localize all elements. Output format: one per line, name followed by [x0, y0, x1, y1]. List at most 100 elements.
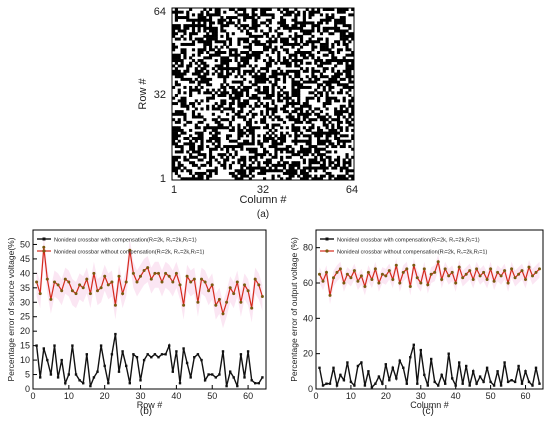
- binary-cell: [226, 137, 230, 140]
- binary-cell: [217, 88, 221, 92]
- binary-cell: [285, 40, 289, 44]
- binary-cell: [339, 29, 343, 33]
- binary-cell: [328, 77, 332, 81]
- data-point-compensated: [339, 373, 342, 377]
- binary-cell: [319, 64, 324, 68]
- binary-cell: [274, 40, 278, 44]
- binary-cell: [211, 34, 215, 38]
- binary-cell: [194, 115, 198, 119]
- binary-cell: [345, 59, 349, 63]
- binary-cell: [248, 26, 252, 30]
- binary-cell: [237, 99, 241, 103]
- binary-cell: [231, 107, 235, 111]
- binary-cell: [299, 37, 304, 41]
- binary-cell: [328, 174, 332, 178]
- data-point-compensated: [139, 379, 142, 382]
- data-point-uncompensated: [489, 267, 493, 271]
- binary-cell: [191, 26, 196, 30]
- binary-cell: [180, 163, 184, 167]
- legend-label-uncompensated: Nonideal crossbar without compensation(R…: [337, 250, 487, 256]
- binary-cell: [214, 59, 218, 63]
- binary-cell: [245, 123, 250, 127]
- binary-cell: [251, 107, 255, 111]
- data-point-uncompensated: [153, 271, 157, 275]
- binary-cell: [280, 163, 284, 167]
- binary-cell: [203, 8, 207, 11]
- binary-cell: [294, 69, 298, 73]
- binary-cell: [274, 139, 278, 143]
- binary-cell: [297, 72, 301, 76]
- data-point-compensated: [524, 370, 527, 373]
- binary-cell: [257, 75, 261, 79]
- binary-cell: [280, 177, 284, 181]
- binary-cell: [214, 134, 218, 138]
- data-point-compensated: [496, 370, 499, 373]
- binary-cell: [277, 85, 281, 89]
- binary-cell: [206, 13, 210, 17]
- binary-cell: [271, 91, 275, 95]
- binary-cell: [226, 134, 230, 138]
- binary-cell: [336, 18, 341, 22]
- binary-cell: [345, 83, 349, 87]
- binary-cell: [342, 161, 346, 165]
- binary-cell: [311, 48, 315, 52]
- binary-cell: [342, 96, 346, 100]
- binary-cell: [311, 96, 315, 100]
- binary-cell: [223, 80, 227, 84]
- binary-cell: [336, 83, 341, 87]
- binary-cell: [348, 174, 352, 178]
- binary-cell: [308, 77, 312, 81]
- binary-cell: [291, 161, 295, 165]
- binary-cell: [314, 45, 318, 49]
- binary-cell: [282, 77, 287, 81]
- binary-cell: [217, 67, 221, 71]
- binary-cell: [206, 107, 210, 111]
- binary-cell: [254, 147, 258, 151]
- binary-cell: [263, 32, 267, 36]
- binary-cell: [231, 16, 235, 20]
- binary-cell: [217, 18, 221, 22]
- binary-cell: [308, 166, 312, 170]
- binary-cell: [322, 131, 326, 135]
- binary-cell: [342, 21, 346, 25]
- data-point-compensated: [49, 373, 53, 376]
- binary-cell: [268, 107, 272, 111]
- binary-cell: [345, 155, 349, 159]
- binary-cell: [299, 77, 304, 81]
- binary-cell: [260, 51, 264, 54]
- binary-cell: [302, 158, 306, 162]
- binary-cell: [231, 99, 235, 103]
- binary-cell: [280, 10, 284, 14]
- binary-cell: [308, 163, 312, 167]
- binary-cell: [260, 13, 264, 17]
- binary-cell: [240, 83, 244, 87]
- binary-cell: [297, 96, 301, 100]
- binary-cell: [285, 104, 289, 108]
- data-point-uncompensated: [370, 278, 374, 281]
- binary-cell: [348, 115, 352, 119]
- binary-cell: [189, 169, 193, 173]
- binary-cell: [226, 150, 230, 154]
- binary-cell: [197, 64, 201, 68]
- binary-cell: [294, 51, 298, 54]
- binary-cell: [299, 61, 304, 65]
- binary-cell: [223, 67, 227, 71]
- binary-cell: [308, 53, 312, 57]
- binary-cell: [226, 64, 230, 68]
- binary-cell: [314, 177, 318, 181]
- binary-cell: [280, 126, 284, 130]
- data-point-uncompensated: [482, 270, 486, 274]
- binary-cell: [263, 120, 267, 124]
- binary-cell: [297, 34, 301, 38]
- binary-cell: [297, 59, 301, 63]
- legend-marker-compensated: [325, 237, 329, 241]
- legend-marker-uncompensated: [42, 249, 46, 253]
- binary-cell: [189, 134, 193, 138]
- binary-cell: [294, 134, 298, 138]
- binary-cell: [237, 177, 241, 181]
- binary-cell: [223, 77, 227, 81]
- binary-cell: [194, 88, 198, 92]
- binary-cell: [203, 45, 207, 49]
